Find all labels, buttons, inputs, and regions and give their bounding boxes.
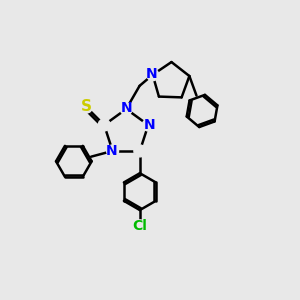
Text: N: N <box>105 144 117 158</box>
Text: S: S <box>81 99 92 114</box>
Circle shape <box>120 103 132 115</box>
Circle shape <box>133 220 146 233</box>
Text: Cl: Cl <box>132 219 147 233</box>
Circle shape <box>107 145 118 157</box>
Circle shape <box>80 101 92 113</box>
Circle shape <box>142 119 154 131</box>
Circle shape <box>98 119 110 131</box>
Circle shape <box>147 69 159 81</box>
Text: N: N <box>120 101 132 115</box>
Circle shape <box>134 145 146 157</box>
Text: N: N <box>144 118 156 132</box>
Text: N: N <box>146 67 158 81</box>
